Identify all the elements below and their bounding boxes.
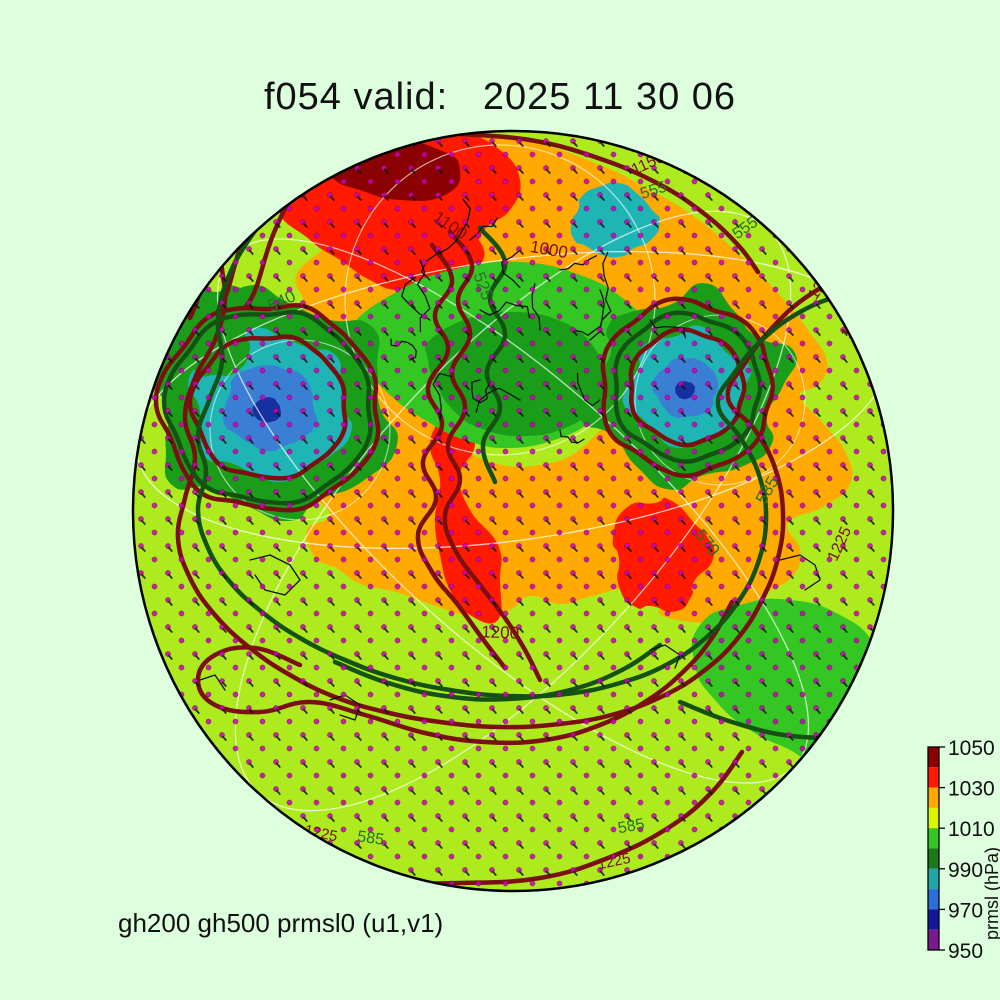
svg-text:1010: 1010 — [948, 818, 995, 841]
svg-text:1030: 1030 — [948, 778, 995, 801]
svg-text:970: 970 — [948, 899, 983, 922]
svg-text:1050: 1050 — [948, 737, 995, 760]
svg-text:prmsl (hPa): prmsl (hPa) — [982, 847, 1000, 940]
svg-text:950: 950 — [948, 940, 983, 963]
svg-text:990: 990 — [948, 859, 983, 882]
